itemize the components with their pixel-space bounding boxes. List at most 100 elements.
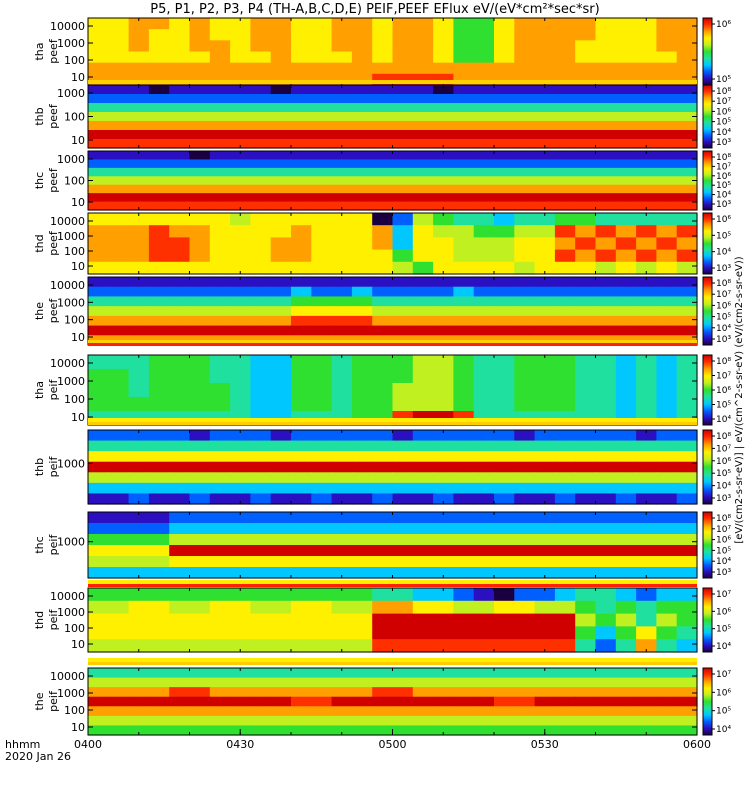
heatmap-cell bbox=[514, 139, 536, 149]
heatmap-cell bbox=[291, 639, 312, 653]
heatmap-cell bbox=[676, 369, 698, 384]
heatmap-cell bbox=[128, 715, 150, 727]
heatmap-cell bbox=[169, 286, 191, 298]
heatmap-cell bbox=[473, 493, 495, 505]
heatmap-cell bbox=[189, 176, 211, 186]
heatmap-cell bbox=[128, 696, 150, 707]
heatmap-cell bbox=[351, 139, 373, 149]
heatmap-cell bbox=[534, 677, 556, 688]
heatmap-cell bbox=[372, 588, 394, 602]
heatmap-cell bbox=[412, 73, 434, 86]
flag-stripe bbox=[88, 418, 697, 422]
heatmap-cell bbox=[514, 121, 536, 131]
heatmap-cell bbox=[148, 176, 170, 186]
heatmap-cell bbox=[534, 62, 556, 75]
heatmap-cell bbox=[311, 103, 333, 113]
heatmap-cell bbox=[392, 184, 414, 194]
heatmap-cell bbox=[575, 725, 597, 736]
heatmap-cell bbox=[575, 355, 597, 370]
heatmap-cell bbox=[372, 201, 394, 211]
heatmap-cell bbox=[453, 94, 475, 104]
heatmap-cell bbox=[412, 130, 434, 140]
heatmap-cell bbox=[433, 523, 454, 535]
heatmap-cell bbox=[291, 184, 312, 194]
heatmap-cell bbox=[311, 545, 333, 557]
heatmap-cell bbox=[331, 687, 353, 698]
heatmap-cell bbox=[514, 201, 536, 211]
heatmap-cell bbox=[453, 482, 475, 495]
heatmap-cell bbox=[636, 130, 657, 140]
heatmap-cell bbox=[351, 51, 373, 64]
heatmap-cell bbox=[636, 167, 657, 177]
heatmap-cell bbox=[636, 687, 657, 698]
heatmap-cell bbox=[433, 29, 454, 41]
heatmap-cell bbox=[291, 277, 312, 288]
heatmap-cell bbox=[128, 369, 150, 384]
heatmap-cell bbox=[514, 588, 536, 602]
heatmap-cell bbox=[250, 472, 272, 484]
panel-product-label: peif bbox=[47, 456, 60, 478]
heatmap-cell bbox=[615, 626, 637, 640]
heatmap-cell bbox=[148, 706, 170, 717]
heatmap-cell bbox=[331, 121, 353, 131]
heatmap-cell bbox=[453, 461, 475, 473]
heatmap-cell bbox=[148, 626, 170, 640]
heatmap-cell bbox=[554, 201, 576, 211]
heatmap-cell bbox=[108, 534, 130, 546]
heatmap-cell bbox=[595, 355, 617, 370]
heatmap-cell bbox=[392, 225, 414, 238]
heatmap-cell bbox=[494, 545, 515, 557]
heatmap-cell bbox=[331, 85, 353, 95]
heatmap-cell bbox=[270, 167, 292, 177]
heatmap-cell bbox=[189, 73, 211, 86]
heatmap-cell bbox=[148, 159, 170, 169]
heatmap-cell bbox=[615, 130, 637, 140]
heatmap-cell bbox=[250, 306, 272, 317]
heatmap-cell bbox=[169, 225, 191, 238]
heatmap-cell bbox=[433, 159, 454, 169]
heatmap-cell bbox=[412, 159, 434, 169]
heatmap-cell bbox=[169, 523, 191, 535]
heatmap-cell bbox=[189, 556, 211, 568]
heatmap-cell bbox=[412, 715, 434, 727]
heatmap-cell bbox=[311, 18, 333, 30]
heatmap-cell bbox=[291, 567, 312, 579]
y-tick-label: 1000 bbox=[57, 230, 85, 243]
colorbar-scale bbox=[702, 667, 713, 736]
heatmap-cell bbox=[595, 249, 617, 263]
heatmap-cell bbox=[148, 369, 170, 384]
heatmap-cell bbox=[676, 715, 698, 727]
heatmap-cell bbox=[270, 62, 292, 75]
heatmap-cell bbox=[291, 383, 312, 398]
heatmap-cell bbox=[534, 94, 556, 104]
heatmap-cell bbox=[534, 687, 556, 698]
heatmap-cell bbox=[433, 167, 454, 177]
heatmap-cell bbox=[108, 493, 130, 505]
heatmap-cell bbox=[412, 493, 434, 505]
heatmap-cell bbox=[433, 369, 454, 384]
heatmap-cell bbox=[128, 567, 150, 579]
heatmap-cell bbox=[494, 512, 515, 524]
heatmap-cell bbox=[453, 639, 475, 653]
heatmap-cell bbox=[209, 626, 231, 640]
heatmap-cell bbox=[534, 715, 556, 727]
heatmap-cell bbox=[636, 451, 657, 463]
heatmap-cell bbox=[372, 306, 394, 317]
heatmap-cell bbox=[615, 687, 637, 698]
heatmap-cell bbox=[453, 715, 475, 727]
heatmap-cell bbox=[554, 523, 576, 535]
heatmap-cell bbox=[250, 296, 272, 307]
heatmap-cell bbox=[351, 588, 373, 602]
heatmap-cell bbox=[453, 383, 475, 398]
heatmap-cell bbox=[169, 461, 191, 473]
heatmap-cell bbox=[88, 201, 109, 211]
heatmap-cell bbox=[473, 556, 495, 568]
heatmap-cell bbox=[636, 85, 657, 95]
heatmap-cell bbox=[189, 201, 211, 211]
heatmap-cell bbox=[412, 62, 434, 75]
heatmap-cell bbox=[108, 706, 130, 717]
heatmap-cell bbox=[392, 18, 414, 30]
heatmap-cell bbox=[189, 512, 211, 524]
colorbar-tick-label: 10⁵ bbox=[716, 118, 731, 128]
heatmap-cell bbox=[433, 201, 454, 211]
